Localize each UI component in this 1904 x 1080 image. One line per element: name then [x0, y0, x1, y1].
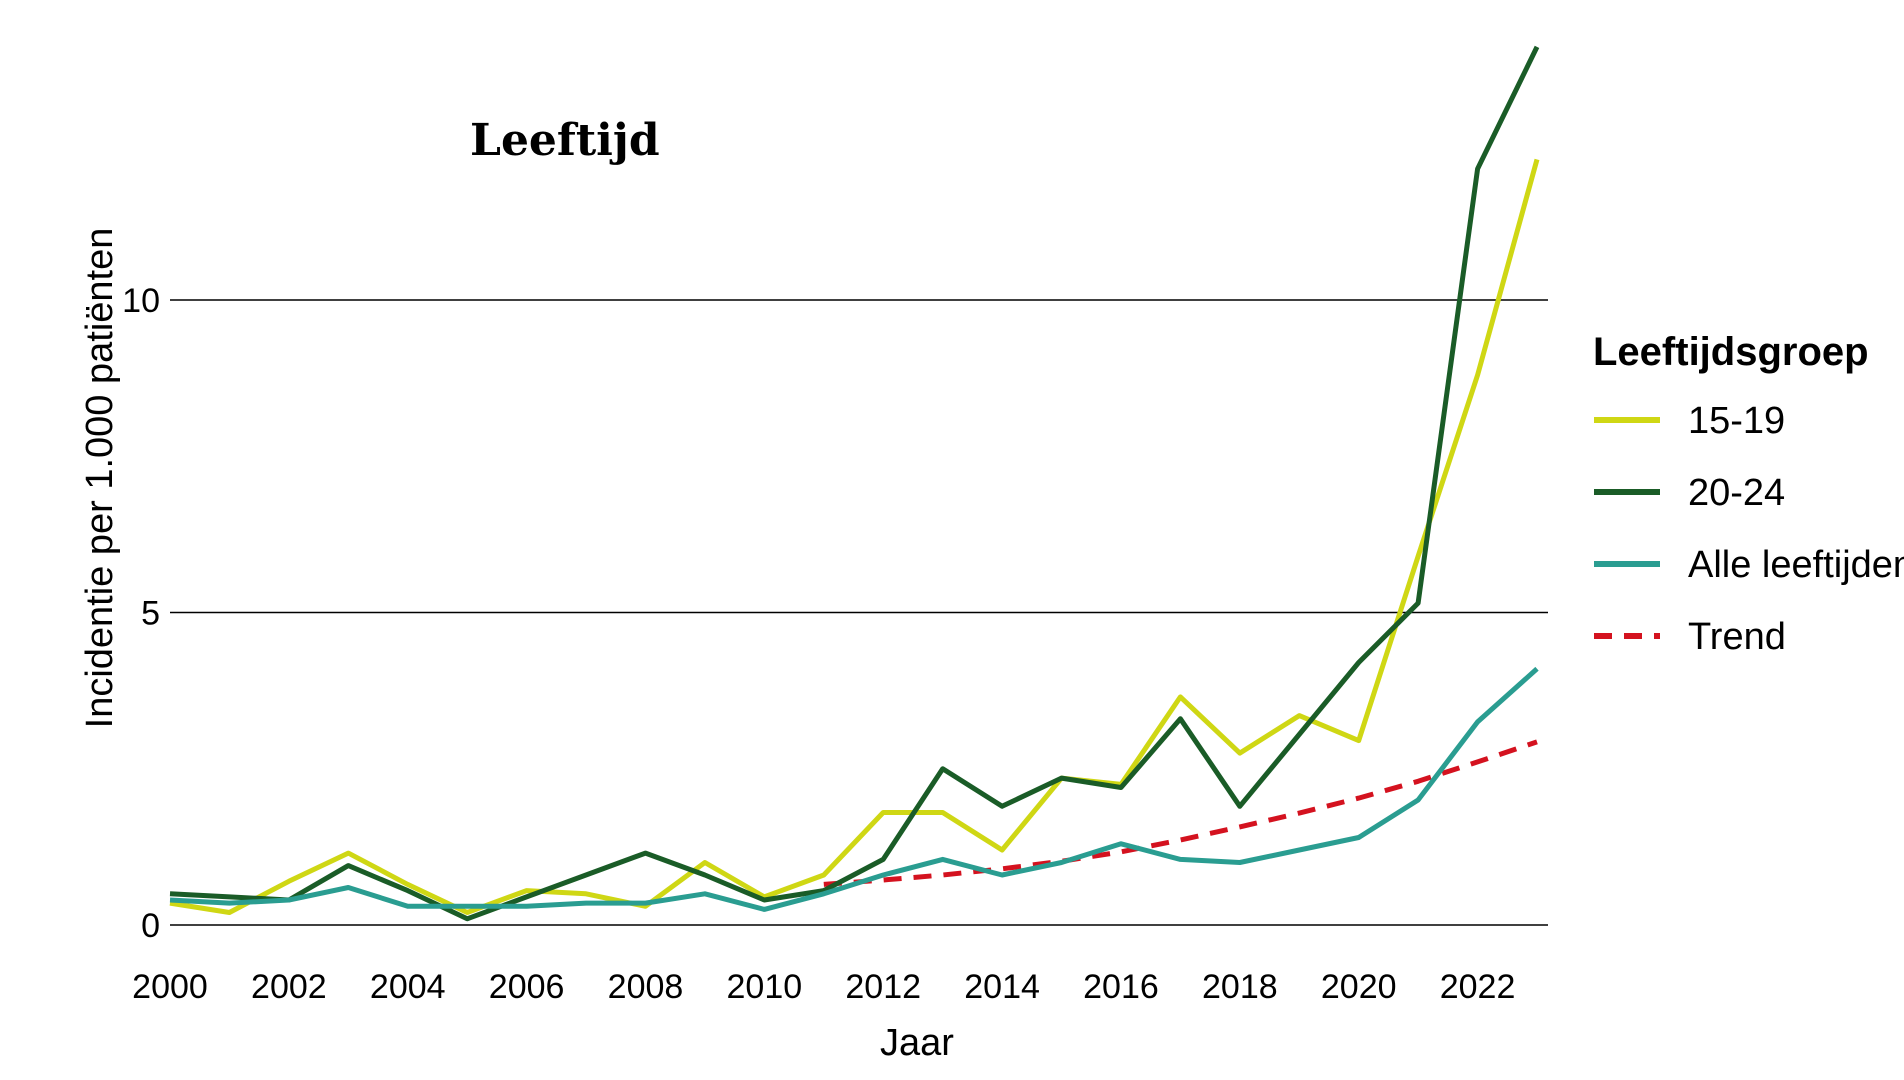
x-tick-label: 2010 [727, 968, 803, 1006]
y-tick-label: 10 [122, 282, 160, 320]
series-line-15-19 [169, 158, 1540, 915]
series-line-trend [823, 739, 1538, 887]
gridlines [170, 299, 1548, 926]
x-tick-label: 2020 [1321, 968, 1397, 1006]
series-line-alle-leeftijden [169, 666, 1539, 912]
x-tick-label: 2002 [251, 968, 327, 1006]
x-tick-label: 2004 [370, 968, 446, 1006]
legend-title: Leeftijdsgroep [1593, 330, 1869, 374]
series-line-20-24 [169, 45, 1540, 922]
x-tick-label: 2000 [132, 968, 208, 1006]
y-axis-ticks: 0 5 10 [122, 282, 160, 945]
legend: Leeftijdsgroep 15-19 20-24 Alle leeftijden… [1593, 330, 1904, 658]
x-tick-label: 2012 [845, 968, 921, 1006]
x-tick-label: 2006 [489, 968, 565, 1006]
x-tick-label: 2014 [964, 968, 1040, 1006]
x-axis-title: Jaar [880, 1022, 954, 1064]
x-axis-ticks: 2000 2002 2004 2006 2008 2010 2012 2014 2016 2018… [132, 968, 1515, 1006]
x-tick-label: 2016 [1083, 968, 1159, 1006]
legend-label-trend: Trend [1688, 616, 1786, 658]
y-tick-label: 0 [141, 907, 160, 945]
series-lines [169, 45, 1540, 922]
chart-title: Leeftijd [470, 115, 660, 166]
y-tick-label: 5 [141, 595, 160, 633]
legend-label-20-24: 20-24 [1688, 472, 1785, 514]
x-tick-label: 2008 [608, 968, 684, 1006]
x-tick-label: 2018 [1202, 968, 1278, 1006]
legend-label-alle-leeftijden: Alle leeftijden [1688, 544, 1904, 586]
x-tick-label: 2022 [1440, 968, 1516, 1006]
legend-label-15-19: 15-19 [1688, 400, 1785, 442]
y-axis-title: Incidentie per 1.000 patiënten [79, 228, 121, 729]
